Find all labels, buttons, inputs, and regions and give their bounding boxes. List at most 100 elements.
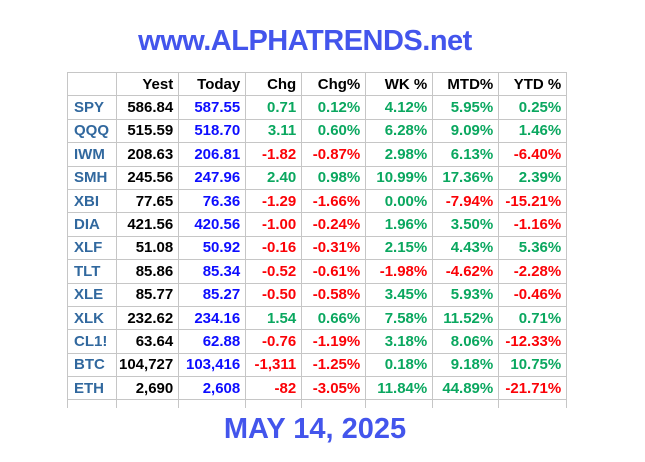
mtd-pct-cell: -7.94% bbox=[432, 188, 500, 214]
ticker-cell: XLK bbox=[67, 305, 117, 331]
empty-cell bbox=[498, 399, 568, 409]
ytd-pct-cell: -21.71% bbox=[498, 376, 568, 401]
today-cell: 50.92 bbox=[178, 235, 247, 261]
table-row: CL1! 63.64 62.88 -0.76 -1.19% 3.18% 8.06% -12.3… bbox=[67, 329, 568, 354]
ticker-cell: DIA bbox=[67, 212, 117, 237]
yest-cell: 586.84 bbox=[115, 95, 180, 120]
wk-pct-cell: 2.15% bbox=[365, 235, 434, 261]
today-cell: 76.36 bbox=[178, 188, 247, 214]
yest-cell: 421.56 bbox=[115, 212, 180, 237]
today-cell: 587.55 bbox=[178, 95, 247, 120]
table-row: IWM 208.63 206.81 -1.82 -0.87% 2.98% 6.13% -6.4… bbox=[67, 142, 568, 167]
today-cell: 234.16 bbox=[178, 305, 247, 331]
mtd-pct-cell: 44.89% bbox=[432, 376, 500, 401]
mtd-pct-cell: 6.13% bbox=[432, 142, 500, 167]
chg-cell: -0.76 bbox=[245, 329, 303, 354]
ticker-cell: SMH bbox=[67, 165, 117, 190]
mtd-pct-cell: 3.50% bbox=[432, 212, 500, 237]
wk-pct-cell: 4.12% bbox=[365, 95, 434, 120]
yest-cell: 232.62 bbox=[115, 305, 180, 331]
chg-pct-cell: 0.66% bbox=[301, 305, 367, 331]
empty-cell bbox=[245, 399, 303, 409]
ticker-cell: XLE bbox=[67, 282, 117, 307]
wk-pct-cell: 6.28% bbox=[365, 118, 434, 144]
empty-cell bbox=[365, 399, 434, 409]
chg-pct-cell: -1.66% bbox=[301, 188, 367, 214]
chg-pct-cell: -1.25% bbox=[301, 352, 367, 378]
table-row: XLE 85.77 85.27 -0.50 -0.58% 3.45% 5.93% -0.46% bbox=[67, 282, 568, 307]
mtd-pct-cell: 8.06% bbox=[432, 329, 500, 354]
ytd-pct-cell: -1.16% bbox=[498, 212, 568, 237]
yest-cell: 51.08 bbox=[115, 235, 180, 261]
chg-cell: -82 bbox=[245, 376, 303, 401]
chg-cell: -1.82 bbox=[245, 142, 303, 167]
table-row: TLT 85.86 85.34 -0.52 -0.61% -1.98% -4.62% -2.2… bbox=[67, 259, 568, 284]
wk-pct-cell: 11.84% bbox=[365, 376, 434, 401]
table-row: DIA 421.56 420.56 -1.00 -0.24% 1.96% 3.50% -1.1… bbox=[67, 212, 568, 237]
column-header: Yest bbox=[115, 71, 180, 97]
chg-pct-cell: -0.61% bbox=[301, 259, 367, 284]
column-header: YTD % bbox=[498, 71, 568, 97]
today-cell: 103,416 bbox=[178, 352, 247, 378]
chg-pct-cell: 0.98% bbox=[301, 165, 367, 190]
today-cell: 518.70 bbox=[178, 118, 247, 144]
column-header: Chg% bbox=[301, 71, 367, 97]
wk-pct-cell: 10.99% bbox=[365, 165, 434, 190]
ticker-cell: QQQ bbox=[67, 118, 117, 144]
mtd-pct-cell: 4.43% bbox=[432, 235, 500, 261]
ticker-cell: TLT bbox=[67, 259, 117, 284]
table-row: XBI 77.65 76.36 -1.29 -1.66% 0.00% -7.94% -15.2… bbox=[67, 188, 568, 214]
yest-cell: 515.59 bbox=[115, 118, 180, 144]
chg-pct-cell: 0.60% bbox=[301, 118, 367, 144]
chg-pct-cell: -1.19% bbox=[301, 329, 367, 354]
empty-row bbox=[67, 399, 568, 409]
ytd-pct-cell: -6.40% bbox=[498, 142, 568, 167]
table-row: XLK 232.62 234.16 1.54 0.66% 7.58% 11.52% 0.71% bbox=[67, 305, 568, 331]
ytd-pct-cell: 0.25% bbox=[498, 95, 568, 120]
column-header: MTD% bbox=[432, 71, 500, 97]
chg-cell: 2.40 bbox=[245, 165, 303, 190]
chg-cell: -0.16 bbox=[245, 235, 303, 261]
empty-cell bbox=[178, 399, 247, 409]
today-cell: 2,608 bbox=[178, 376, 247, 401]
ticker-cell: XBI bbox=[67, 188, 117, 214]
yest-cell: 2,690 bbox=[115, 376, 180, 401]
ytd-pct-cell: -2.28% bbox=[498, 259, 568, 284]
yest-cell: 245.56 bbox=[115, 165, 180, 190]
column-header: Chg bbox=[245, 71, 303, 97]
yest-cell: 63.64 bbox=[115, 329, 180, 354]
today-cell: 85.27 bbox=[178, 282, 247, 307]
chg-cell: -1.00 bbox=[245, 212, 303, 237]
yest-cell: 85.77 bbox=[115, 282, 180, 307]
chg-cell: 0.71 bbox=[245, 95, 303, 120]
table-row: SPY 586.84 587.55 0.71 0.12% 4.12% 5.95% 0.25% bbox=[67, 95, 568, 120]
ytd-pct-cell: -15.21% bbox=[498, 188, 568, 214]
wk-pct-cell: 1.96% bbox=[365, 212, 434, 237]
mtd-pct-cell: 11.52% bbox=[432, 305, 500, 331]
chg-cell: 1.54 bbox=[245, 305, 303, 331]
ticker-cell: XLF bbox=[67, 235, 117, 261]
ticker-cell: IWM bbox=[67, 142, 117, 167]
ytd-pct-cell: 2.39% bbox=[498, 165, 568, 190]
yest-cell: 208.63 bbox=[115, 142, 180, 167]
wk-pct-cell: 7.58% bbox=[365, 305, 434, 331]
today-cell: 85.34 bbox=[178, 259, 247, 284]
chg-cell: -1,311 bbox=[245, 352, 303, 378]
ticker-cell: SPY bbox=[67, 95, 117, 120]
wk-pct-cell: 2.98% bbox=[365, 142, 434, 167]
table-row: ETH 2,690 2,608 -82 -3.05% 11.84% 44.89% -21.71… bbox=[67, 376, 568, 401]
table-row: SMH 245.56 247.96 2.40 0.98% 10.99% 17.36% 2.39… bbox=[67, 165, 568, 190]
ticker-cell: ETH bbox=[67, 376, 117, 401]
table-row: BTC 104,727 103,416 -1,311 -1.25% 0.18% 9.18% 1… bbox=[67, 352, 568, 378]
chg-pct-cell: -3.05% bbox=[301, 376, 367, 401]
wk-pct-cell: 3.45% bbox=[365, 282, 434, 307]
chg-pct-cell: -0.31% bbox=[301, 235, 367, 261]
wk-pct-cell: -1.98% bbox=[365, 259, 434, 284]
empty-cell bbox=[301, 399, 367, 409]
wk-pct-cell: 3.18% bbox=[365, 329, 434, 354]
today-cell: 420.56 bbox=[178, 212, 247, 237]
today-cell: 247.96 bbox=[178, 165, 247, 190]
mtd-pct-cell: 5.95% bbox=[432, 95, 500, 120]
mtd-pct-cell: 9.18% bbox=[432, 352, 500, 378]
